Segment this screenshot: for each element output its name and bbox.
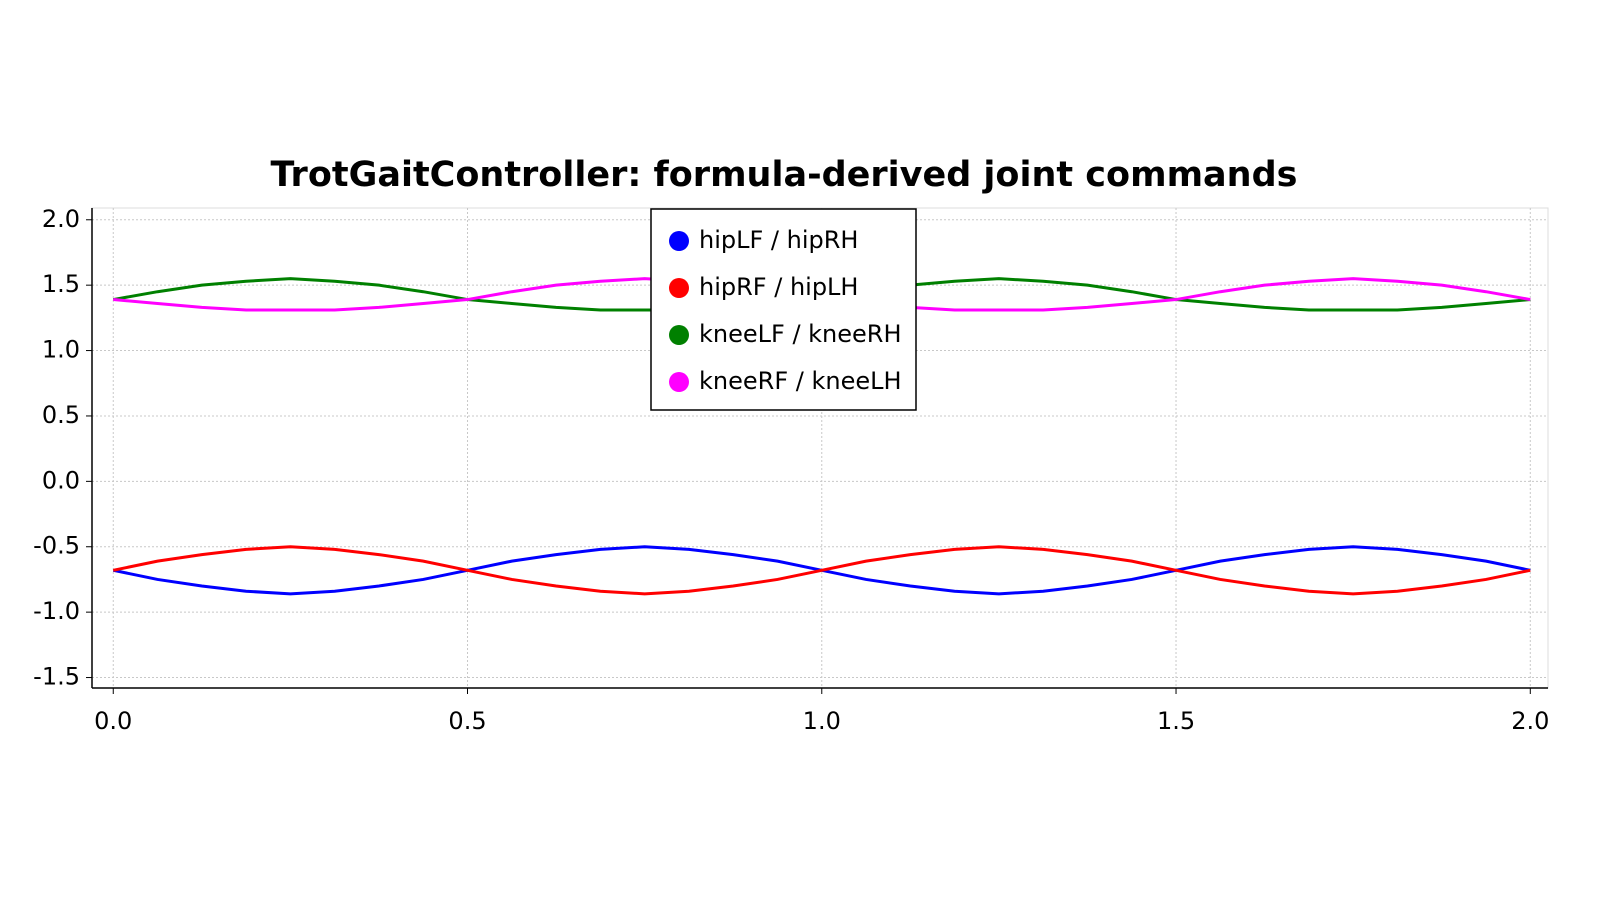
y-tick-label: 0.5 — [42, 401, 80, 429]
y-tick-label: 1.0 — [42, 336, 80, 364]
legend-marker — [669, 372, 689, 392]
legend-marker — [669, 325, 689, 345]
x-tick-label: 0.0 — [94, 707, 132, 735]
chart-title: TrotGaitController: formula-derived join… — [271, 155, 1298, 195]
legend-box — [650, 208, 917, 411]
x-tick-label: 1.5 — [1157, 707, 1195, 735]
y-tick-label: 2.0 — [42, 205, 80, 233]
y-tick-label: 0.0 — [42, 466, 80, 494]
legend-label: hipRF / hipLH — [699, 273, 858, 301]
y-tick-label: -1.5 — [33, 663, 80, 691]
x-tick-label: 1.0 — [803, 707, 841, 735]
x-tick-label: 0.5 — [448, 707, 486, 735]
legend-label: kneeLF / kneeRH — [699, 320, 902, 348]
x-tick-label: 2.0 — [1511, 707, 1549, 735]
y-tick-label: 1.5 — [42, 270, 80, 298]
legend-label: hipLF / hipRH — [699, 226, 858, 254]
legend-marker — [669, 278, 689, 298]
series-line — [112, 545, 1531, 596]
y-tick-label: -0.5 — [33, 532, 80, 560]
legend-label: kneeRF / kneeLH — [699, 367, 902, 395]
legend: hipLF / hipRH hipRF / hipLH kneeLF / kneeR… — [650, 208, 917, 411]
y-tick-label: -1.0 — [33, 597, 80, 625]
legend-marker — [669, 231, 689, 251]
